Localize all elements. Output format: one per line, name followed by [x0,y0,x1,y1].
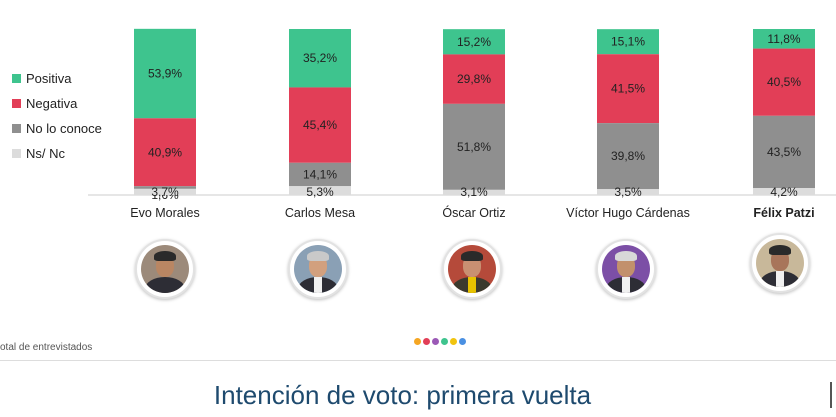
data-label-carlos-mesa-negativa: 45,4% [303,118,337,132]
bar-oscar-ortiz-positiva [443,29,505,55]
bar-felix-patzi-positiva [753,29,815,49]
bar-felix-patzi-ns-nc [753,188,815,195]
category-label-victor-hugo-cardenas: Víctor Hugo Cárdenas [566,206,690,220]
data-label-felix-patzi-positiva: 11,8% [767,32,800,46]
legend-label-no-lo-conoce: No lo conoce [26,121,102,136]
data-label-oscar-ortiz-positiva: 15,2% [457,35,491,49]
bar-oscar-ortiz-no-lo-conoce [443,103,505,190]
legend-label-positiva: Positiva [26,71,72,86]
bar-victor-hugo-cardenas-no-lo-conoce [597,123,659,190]
avatar-oscar-ortiz [442,239,502,299]
bar-carlos-mesa-positiva [289,29,351,88]
avatar-evo-morales [135,239,195,299]
bar-carlos-mesa-no-lo-conoce [289,162,351,187]
data-label-victor-hugo-cardenas-positiva: 15,1% [611,35,645,49]
legend-item-negativa: Negativa [12,91,102,116]
bar-victor-hugo-cardenas-negativa [597,54,659,124]
carousel-dot-4[interactable] [441,338,448,345]
bar-oscar-ortiz-negativa [443,54,505,104]
carousel-dot-3[interactable] [432,338,439,345]
carousel-dot-1[interactable] [414,338,421,345]
category-label-evo-morales: Evo Morales [130,206,199,220]
stacked-bar-chart: 53,9%40,9%1,6%3,7%Evo Morales35,2%45,4%1… [88,28,836,220]
data-label-victor-hugo-cardenas-negativa: 41,5% [611,82,645,96]
legend-item-no-lo-conoce: No lo conoce [12,116,102,141]
carousel-dots[interactable] [414,338,466,345]
divider [0,360,836,361]
scroll-edge-mark [830,382,832,408]
avatar-victor-hugo-cardenas [596,239,656,299]
data-label-carlos-mesa-no-lo-conoce: 14,1% [303,167,337,181]
data-label-carlos-mesa-ns-nc: 5,3% [306,185,334,199]
bar-victor-hugo-cardenas-positiva [597,29,659,55]
bar-carlos-mesa-ns-nc [289,186,351,195]
data-label-evo-morales-ns-nc: 3,7% [151,185,179,199]
avatar-carlos-mesa [288,239,348,299]
category-label-carlos-mesa: Carlos Mesa [285,206,355,220]
legend-label-negativa: Negativa [26,96,78,111]
bar-evo-morales-ns-nc [134,188,196,195]
bar-oscar-ortiz-ns-nc [443,189,505,195]
category-label-felix-patzi: Félix Patzi [753,206,814,220]
chart-legend: Positiva Negativa No lo conoce Ns/ Nc [12,66,102,166]
legend-item-positiva: Positiva [12,66,102,91]
category-label-oscar-ortiz: Óscar Ortiz [442,205,505,220]
data-label-victor-hugo-cardenas-ns-nc: 3,5% [614,185,642,199]
data-label-evo-morales-negativa: 40,9% [148,145,182,159]
data-label-carlos-mesa-positiva: 35,2% [303,51,337,65]
bar-felix-patzi-negativa [753,48,815,116]
carousel-dot-5[interactable] [450,338,457,345]
data-label-oscar-ortiz-ns-nc: 3,1% [460,185,488,199]
legend-swatch-ns-nc [12,149,21,158]
legend-swatch-positiva [12,74,21,83]
carousel-dot-6[interactable] [459,338,466,345]
data-label-evo-morales-positiva: 53,9% [148,67,182,81]
data-label-victor-hugo-cardenas-no-lo-conoce: 39,8% [611,149,645,163]
carousel-dot-2[interactable] [423,338,430,345]
legend-swatch-negativa [12,99,21,108]
data-label-felix-patzi-no-lo-conoce: 43,5% [767,145,801,159]
legend-label-ns-nc: Ns/ Nc [26,146,65,161]
bar-felix-patzi-no-lo-conoce [753,115,815,189]
data-label-oscar-ortiz-negativa: 29,8% [457,72,491,86]
bar-evo-morales-no-lo-conoce [134,186,196,189]
data-label-oscar-ortiz-no-lo-conoce: 51,8% [457,140,491,154]
legend-item-ns-nc: Ns/ Nc [12,141,102,166]
data-label-felix-patzi-negativa: 40,5% [767,75,801,89]
bar-carlos-mesa-negativa [289,87,351,163]
data-label-felix-patzi-ns-nc: 4,2% [770,185,798,199]
bar-victor-hugo-cardenas-ns-nc [597,189,659,195]
avatar-felix-patzi [750,233,810,293]
page-title: Intención de voto: primera vuelta [213,380,592,410]
legend-swatch-no-lo-conoce [12,124,21,133]
bar-evo-morales-positiva [134,28,196,119]
footnote: otal de entrevistados [0,342,93,353]
bar-evo-morales-negativa [134,118,196,187]
